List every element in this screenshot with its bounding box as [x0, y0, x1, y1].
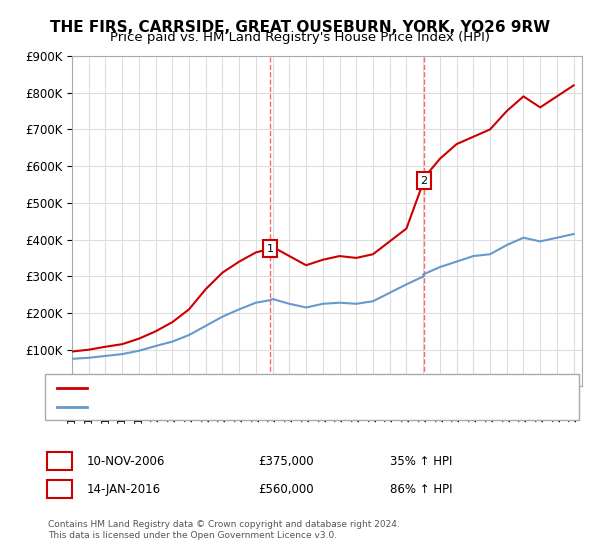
- Text: THE FIRS, CARRSIDE, GREAT OUSEBURN, YORK, YO26 9RW: THE FIRS, CARRSIDE, GREAT OUSEBURN, YORK…: [50, 20, 550, 35]
- Text: £560,000: £560,000: [258, 483, 314, 496]
- Text: 86% ↑ HPI: 86% ↑ HPI: [390, 483, 452, 496]
- Text: 14-JAN-2016: 14-JAN-2016: [87, 483, 161, 496]
- Text: Price paid vs. HM Land Registry's House Price Index (HPI): Price paid vs. HM Land Registry's House …: [110, 31, 490, 44]
- Text: 35% ↑ HPI: 35% ↑ HPI: [390, 455, 452, 468]
- Text: Contains HM Land Registry data © Crown copyright and database right 2024.: Contains HM Land Registry data © Crown c…: [48, 520, 400, 529]
- Text: £375,000: £375,000: [258, 455, 314, 468]
- Text: 10-NOV-2006: 10-NOV-2006: [87, 455, 166, 468]
- Text: THE FIRS, CARRSIDE, GREAT OUSEBURN, YORK, YO26 9RW (detached house): THE FIRS, CARRSIDE, GREAT OUSEBURN, YORK…: [91, 383, 490, 393]
- Text: This data is licensed under the Open Government Licence v3.0.: This data is licensed under the Open Gov…: [48, 531, 337, 540]
- Text: 2: 2: [56, 484, 63, 494]
- Text: HPI: Average price, detached house, North Yorkshire: HPI: Average price, detached house, Nort…: [91, 402, 364, 412]
- Text: 2: 2: [420, 176, 427, 186]
- Text: 1: 1: [267, 244, 274, 254]
- Text: 1: 1: [56, 456, 63, 466]
